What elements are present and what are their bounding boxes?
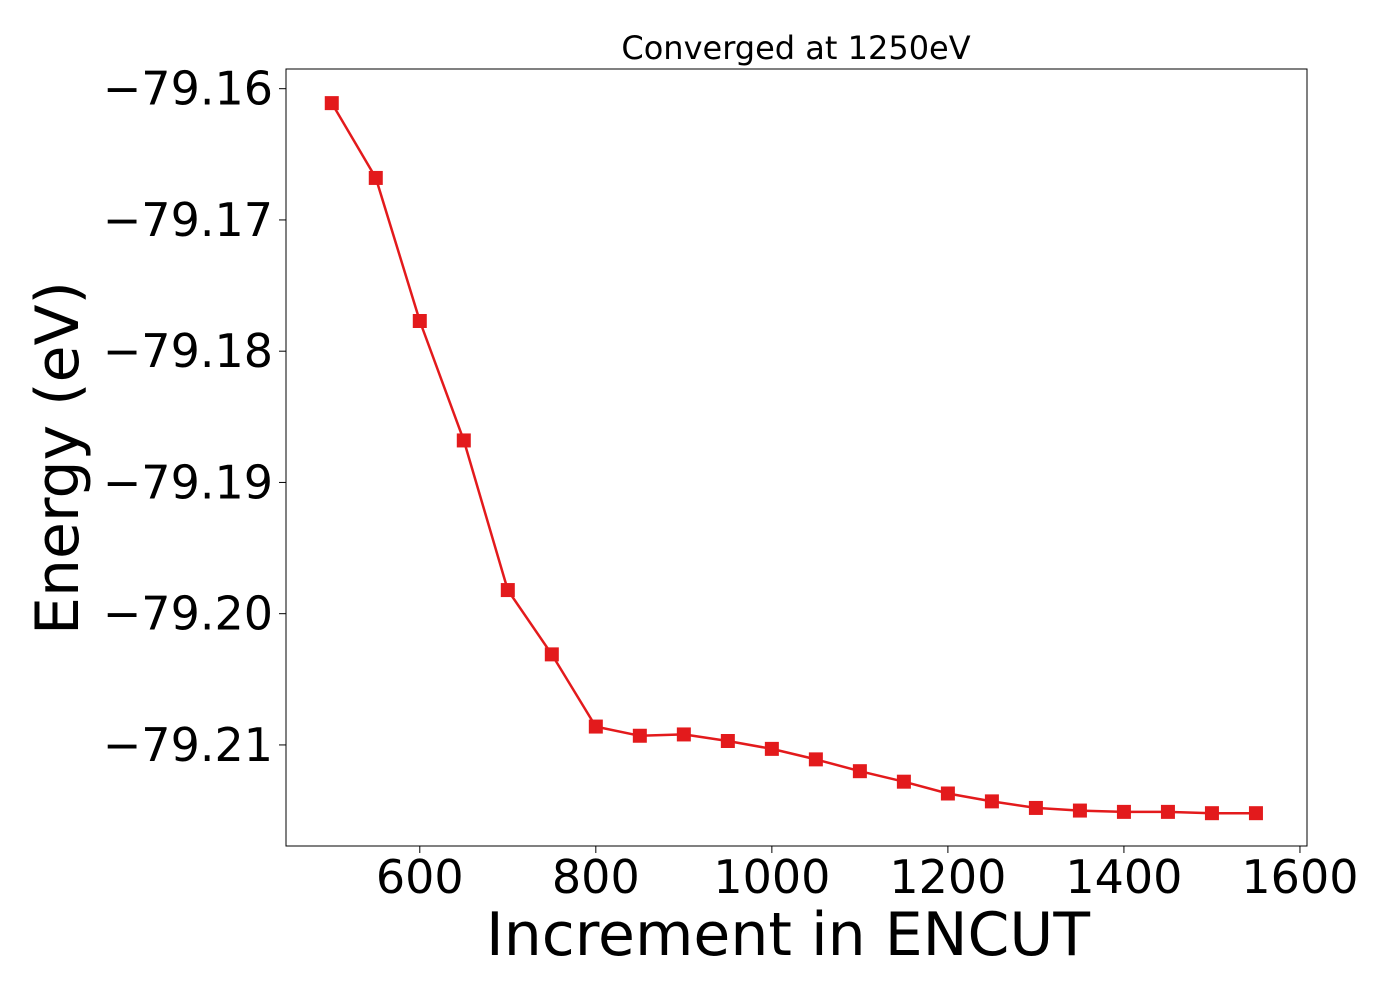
x-tick-label: 1000	[713, 850, 830, 904]
data-point-marker	[544, 647, 559, 662]
data-series	[324, 96, 1263, 821]
data-point-marker	[1072, 803, 1087, 818]
x-tick-label: 1600	[1241, 850, 1358, 904]
data-point-marker	[940, 786, 955, 801]
data-point-marker	[896, 774, 911, 789]
data-point-marker	[368, 170, 383, 185]
x-axis-label: Increment in ENCUT	[486, 900, 1090, 970]
data-point-marker	[1116, 804, 1131, 819]
chart-title: Converged at 1250eV	[621, 29, 970, 67]
data-point-marker	[984, 794, 999, 809]
data-point-marker	[852, 764, 867, 779]
y-tick-label: −79.18	[103, 324, 273, 378]
data-point-marker	[1204, 806, 1219, 821]
data-point-marker	[1160, 804, 1175, 819]
data-point-marker	[632, 728, 647, 743]
y-axis-label: Energy (eV)	[23, 281, 93, 635]
x-tick-label: 800	[552, 850, 640, 904]
x-tick-label: 600	[376, 850, 464, 904]
series-line	[330, 102, 1256, 815]
data-point-marker	[720, 734, 735, 748]
data-point-marker	[808, 752, 823, 767]
plot-frame	[285, 68, 1308, 847]
x-tick-label: 1200	[889, 850, 1006, 904]
data-point-marker	[412, 314, 427, 328]
axis-ticks: 600 800 1000 1200 1400 1600 −79.16 −79.17 −79.18…	[103, 62, 1359, 904]
data-point-marker	[456, 433, 471, 448]
x-tick-label: 1400	[1065, 850, 1182, 904]
y-tick-label: −79.21	[103, 718, 273, 772]
data-point-marker	[764, 741, 779, 756]
data-point-marker	[588, 719, 603, 734]
y-tick-label: −79.19	[103, 455, 273, 509]
data-point-marker	[500, 583, 515, 598]
data-point-marker	[1248, 806, 1263, 821]
data-point-marker	[324, 96, 339, 111]
data-point-marker	[676, 727, 691, 742]
y-tick-label: −79.20	[103, 587, 273, 641]
data-point-marker	[1028, 800, 1043, 815]
y-tick-label: −79.17	[103, 193, 273, 247]
y-tick-label: −79.16	[103, 62, 273, 116]
